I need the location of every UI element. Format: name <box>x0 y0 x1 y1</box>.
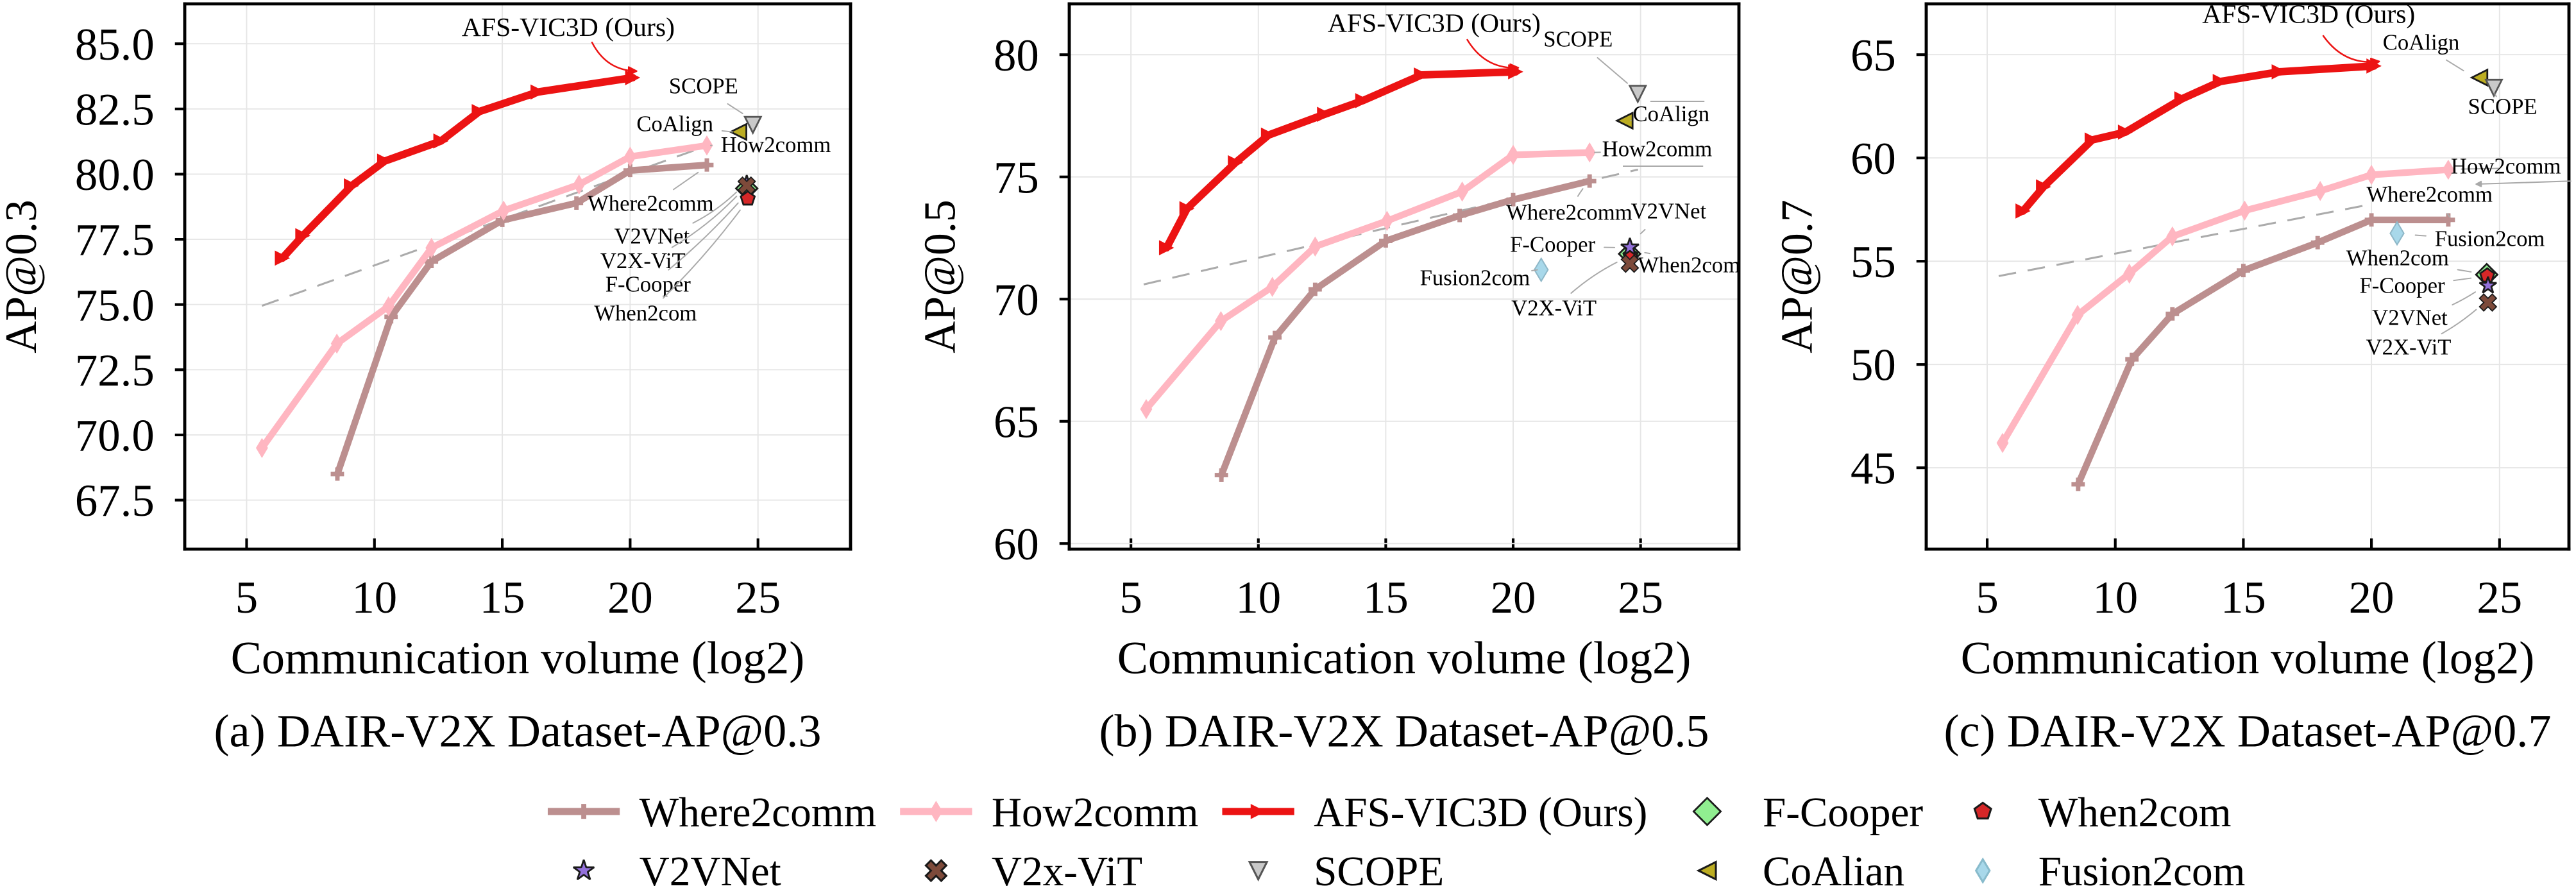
svg-text:Fusion2com: Fusion2com <box>1420 265 1530 290</box>
svg-text:Where2comm: Where2comm <box>1506 200 1632 225</box>
svg-text:5: 5 <box>235 573 258 623</box>
svg-text:25: 25 <box>735 573 781 623</box>
svg-text:AP@0.7: AP@0.7 <box>1772 200 1822 353</box>
svg-text:SCOPE: SCOPE <box>2468 94 2538 119</box>
svg-text:F-Cooper: F-Cooper <box>2359 273 2445 298</box>
svg-text:When2com: When2com <box>2346 245 2449 270</box>
svg-text:70.0: 70.0 <box>75 411 155 461</box>
svg-text:72.5: 72.5 <box>75 346 155 396</box>
svg-text:75: 75 <box>994 153 1039 203</box>
svg-text:20: 20 <box>607 573 653 623</box>
svg-text:60: 60 <box>994 520 1039 570</box>
svg-text:F-Cooper: F-Cooper <box>606 272 691 297</box>
svg-text:85.0: 85.0 <box>75 20 155 70</box>
svg-text:Where2comm: Where2comm <box>588 191 714 216</box>
svg-text:82.5: 82.5 <box>75 85 155 135</box>
svg-text:5: 5 <box>1976 573 1998 623</box>
svg-text:70: 70 <box>994 275 1039 325</box>
svg-text:SCOPE: SCOPE <box>669 74 738 99</box>
svg-text:When2com: When2com <box>594 300 697 325</box>
svg-text:65: 65 <box>994 397 1039 447</box>
svg-text:CoAlian: CoAlian <box>1763 849 1904 893</box>
svg-text:V2X-ViT: V2X-ViT <box>1511 295 1597 320</box>
svg-text:25: 25 <box>1618 573 1663 623</box>
svg-text:CoAlign: CoAlign <box>636 112 713 137</box>
svg-text:V2X-ViT: V2X-ViT <box>600 248 686 273</box>
svg-text:55: 55 <box>1851 237 1896 287</box>
svg-text:20: 20 <box>1491 573 1536 623</box>
svg-text:V2VNet: V2VNet <box>614 223 690 248</box>
svg-text:F-Cooper: F-Cooper <box>1763 790 1923 836</box>
svg-text:75.0: 75.0 <box>75 280 155 330</box>
svg-text:CoAlign: CoAlign <box>2383 30 2460 55</box>
svg-text:(a) DAIR-V2X Dataset-AP@0.3: (a) DAIR-V2X Dataset-AP@0.3 <box>214 705 822 756</box>
svg-text:45: 45 <box>1851 444 1896 494</box>
svg-text:V2X-ViT: V2X-ViT <box>2366 334 2452 359</box>
svg-text:Fusion2com: Fusion2com <box>2435 226 2545 251</box>
svg-text:AFS-VIC3D (Ours): AFS-VIC3D (Ours) <box>1314 790 1647 836</box>
svg-text:80.0: 80.0 <box>75 150 155 200</box>
svg-text:AFS-VIC3D (Ours): AFS-VIC3D (Ours) <box>2202 0 2415 30</box>
svg-text:CoAlign: CoAlign <box>1633 101 1710 126</box>
svg-text:(c) DAIR-V2X Dataset-AP@0.7: (c) DAIR-V2X Dataset-AP@0.7 <box>1944 705 2552 756</box>
svg-text:When2com: When2com <box>2038 790 2232 836</box>
svg-text:Fusion2com: Fusion2com <box>2038 849 2246 893</box>
svg-text:50: 50 <box>1851 341 1896 391</box>
svg-text:AFS-VIC3D (Ours): AFS-VIC3D (Ours) <box>462 13 675 42</box>
svg-text:V2VNet: V2VNet <box>1631 198 1707 223</box>
svg-text:How2comm: How2comm <box>992 790 1199 836</box>
svg-text:V2VNet: V2VNet <box>640 849 781 893</box>
svg-text:How2comm: How2comm <box>1602 136 1713 161</box>
svg-text:65: 65 <box>1851 31 1896 81</box>
svg-text:80: 80 <box>994 31 1039 81</box>
svg-text:SCOPE: SCOPE <box>1543 27 1613 52</box>
svg-text:How2comm: How2comm <box>721 132 831 157</box>
svg-text:When2com: When2com <box>1638 252 1740 277</box>
svg-text:AFS-VIC3D (Ours): AFS-VIC3D (Ours) <box>1328 9 1541 38</box>
svg-text:V2VNet: V2VNet <box>2372 305 2448 330</box>
svg-text:20: 20 <box>2349 573 2394 623</box>
svg-text:15: 15 <box>2221 573 2266 623</box>
svg-text:5: 5 <box>1119 573 1142 623</box>
svg-text:10: 10 <box>1235 573 1281 623</box>
svg-text:Where2comm: Where2comm <box>2366 182 2493 207</box>
svg-text:F-Cooper: F-Cooper <box>1510 232 1596 257</box>
svg-text:60: 60 <box>1851 134 1896 184</box>
svg-text:Communication volume (log2): Communication volume (log2) <box>1117 633 1691 684</box>
svg-text:15: 15 <box>480 573 525 623</box>
svg-text:How2comm: How2comm <box>2451 154 2561 179</box>
svg-text:Where2comm: Where2comm <box>640 790 877 836</box>
svg-text:AP@0.3: AP@0.3 <box>0 200 46 353</box>
svg-text:Communication volume (log2): Communication volume (log2) <box>231 633 805 684</box>
svg-text:15: 15 <box>1363 573 1409 623</box>
svg-text:Communication volume (log2): Communication volume (log2) <box>1961 633 2535 684</box>
svg-text:10: 10 <box>352 573 397 623</box>
svg-text:67.5: 67.5 <box>75 476 155 526</box>
svg-text:V2x-ViT: V2x-ViT <box>992 849 1142 893</box>
svg-text:77.5: 77.5 <box>75 216 155 266</box>
svg-text:10: 10 <box>2092 573 2138 623</box>
svg-text:SCOPE: SCOPE <box>1314 849 1444 893</box>
svg-text:AP@0.5: AP@0.5 <box>915 200 965 353</box>
svg-text:25: 25 <box>2477 573 2522 623</box>
svg-text:(b) DAIR-V2X Dataset-AP@0.5: (b) DAIR-V2X Dataset-AP@0.5 <box>1099 705 1709 756</box>
